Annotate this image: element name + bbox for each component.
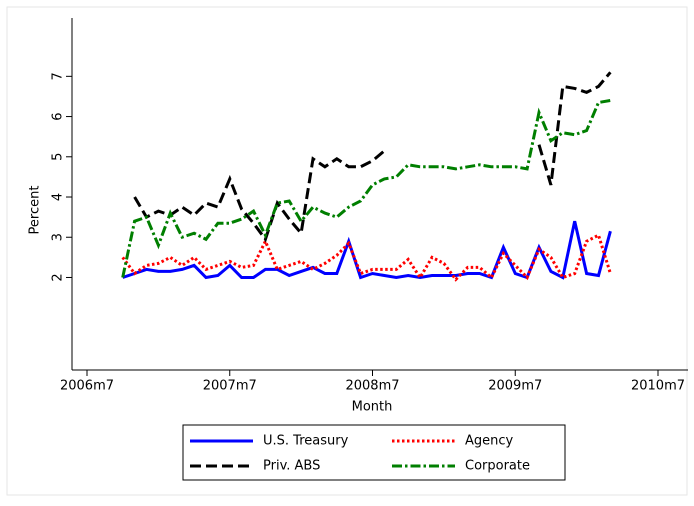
y-tick-label: 4: [51, 193, 66, 201]
x-tick-label: 2009m7: [488, 379, 542, 394]
y-tick-label: 2: [51, 273, 66, 281]
y-tick-label: 5: [51, 153, 66, 161]
x-tick-label: 2006m7: [60, 379, 114, 394]
legend-label: Priv. ABS: [263, 459, 320, 474]
y-axis-title: Percent: [28, 186, 43, 235]
legend-label: U.S. Treasury: [263, 434, 349, 449]
x-tick-label: 2010m7: [631, 379, 685, 394]
y-tick-label: 3: [51, 233, 66, 241]
y-tick-label: 7: [51, 72, 66, 80]
x-tick-label: 2007m7: [203, 379, 257, 394]
y-tick-label: 6: [51, 112, 66, 120]
legend-box: [182, 424, 566, 481]
x-tick-label: 2008m7: [345, 379, 399, 394]
x-axis-title: Month: [352, 400, 393, 415]
legend-label: Corporate: [465, 459, 530, 474]
series-line: [121, 99, 611, 278]
series-line: [133, 71, 612, 243]
graph-frame: [6, 6, 688, 496]
series-line: [121, 233, 612, 282]
legend-label: Agency: [465, 434, 514, 449]
